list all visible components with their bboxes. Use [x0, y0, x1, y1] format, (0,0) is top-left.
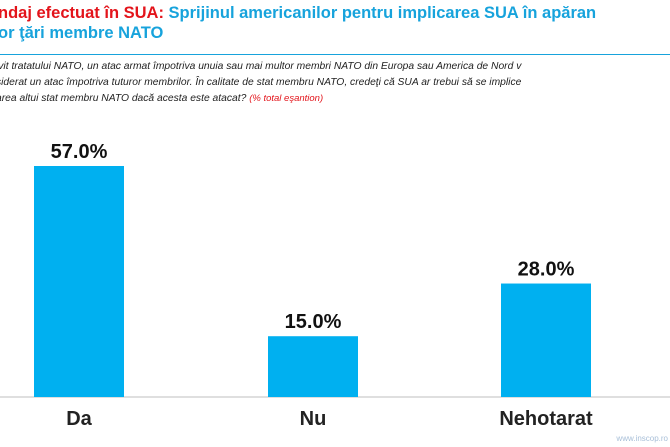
title-divider	[0, 54, 670, 55]
category-label-da: Da	[66, 408, 92, 430]
bar-nehotarat	[501, 283, 591, 397]
category-label-nu: Nu	[300, 408, 327, 430]
title-line-2: or ţări membre NATO	[0, 24, 164, 42]
category-label-nehotarat: Nehotarat	[499, 408, 593, 430]
data-label-nehotarat: 28.0%	[518, 259, 575, 281]
data-label-da: 57.0%	[51, 141, 108, 163]
footer-url: www.inscop.ro	[616, 434, 668, 443]
question-note: (% total eşantion)	[249, 93, 324, 104]
question-line-1: ivit tratatului NATO, un atac armat împo…	[0, 61, 522, 72]
chart-title: ndaj efectuat în SUA: Sprijinul american…	[0, 3, 670, 47]
data-label-nu: 15.0%	[285, 311, 342, 333]
title-main: Sprijinul americanilor pentru implicarea…	[168, 4, 597, 22]
bar-nu	[268, 336, 358, 397]
bars-group: 57.0% Da 15.0% Nu 28.0% Nehotarat	[34, 141, 593, 430]
question-line-3-text: area altui stat membru NATO dacă acesta …	[0, 93, 247, 104]
survey-question: ivit tratatului NATO, un atac armat împo…	[0, 59, 670, 119]
question-line-3: area altui stat membru NATO dacă acesta …	[0, 91, 323, 107]
title-prefix: ndaj efectuat în SUA:	[0, 4, 164, 22]
title-line-1: ndaj efectuat în SUA: Sprijinul american…	[0, 3, 596, 23]
question-line-2: siderat un atac împotriva tuturor membri…	[0, 77, 522, 88]
bar-da	[34, 166, 124, 397]
